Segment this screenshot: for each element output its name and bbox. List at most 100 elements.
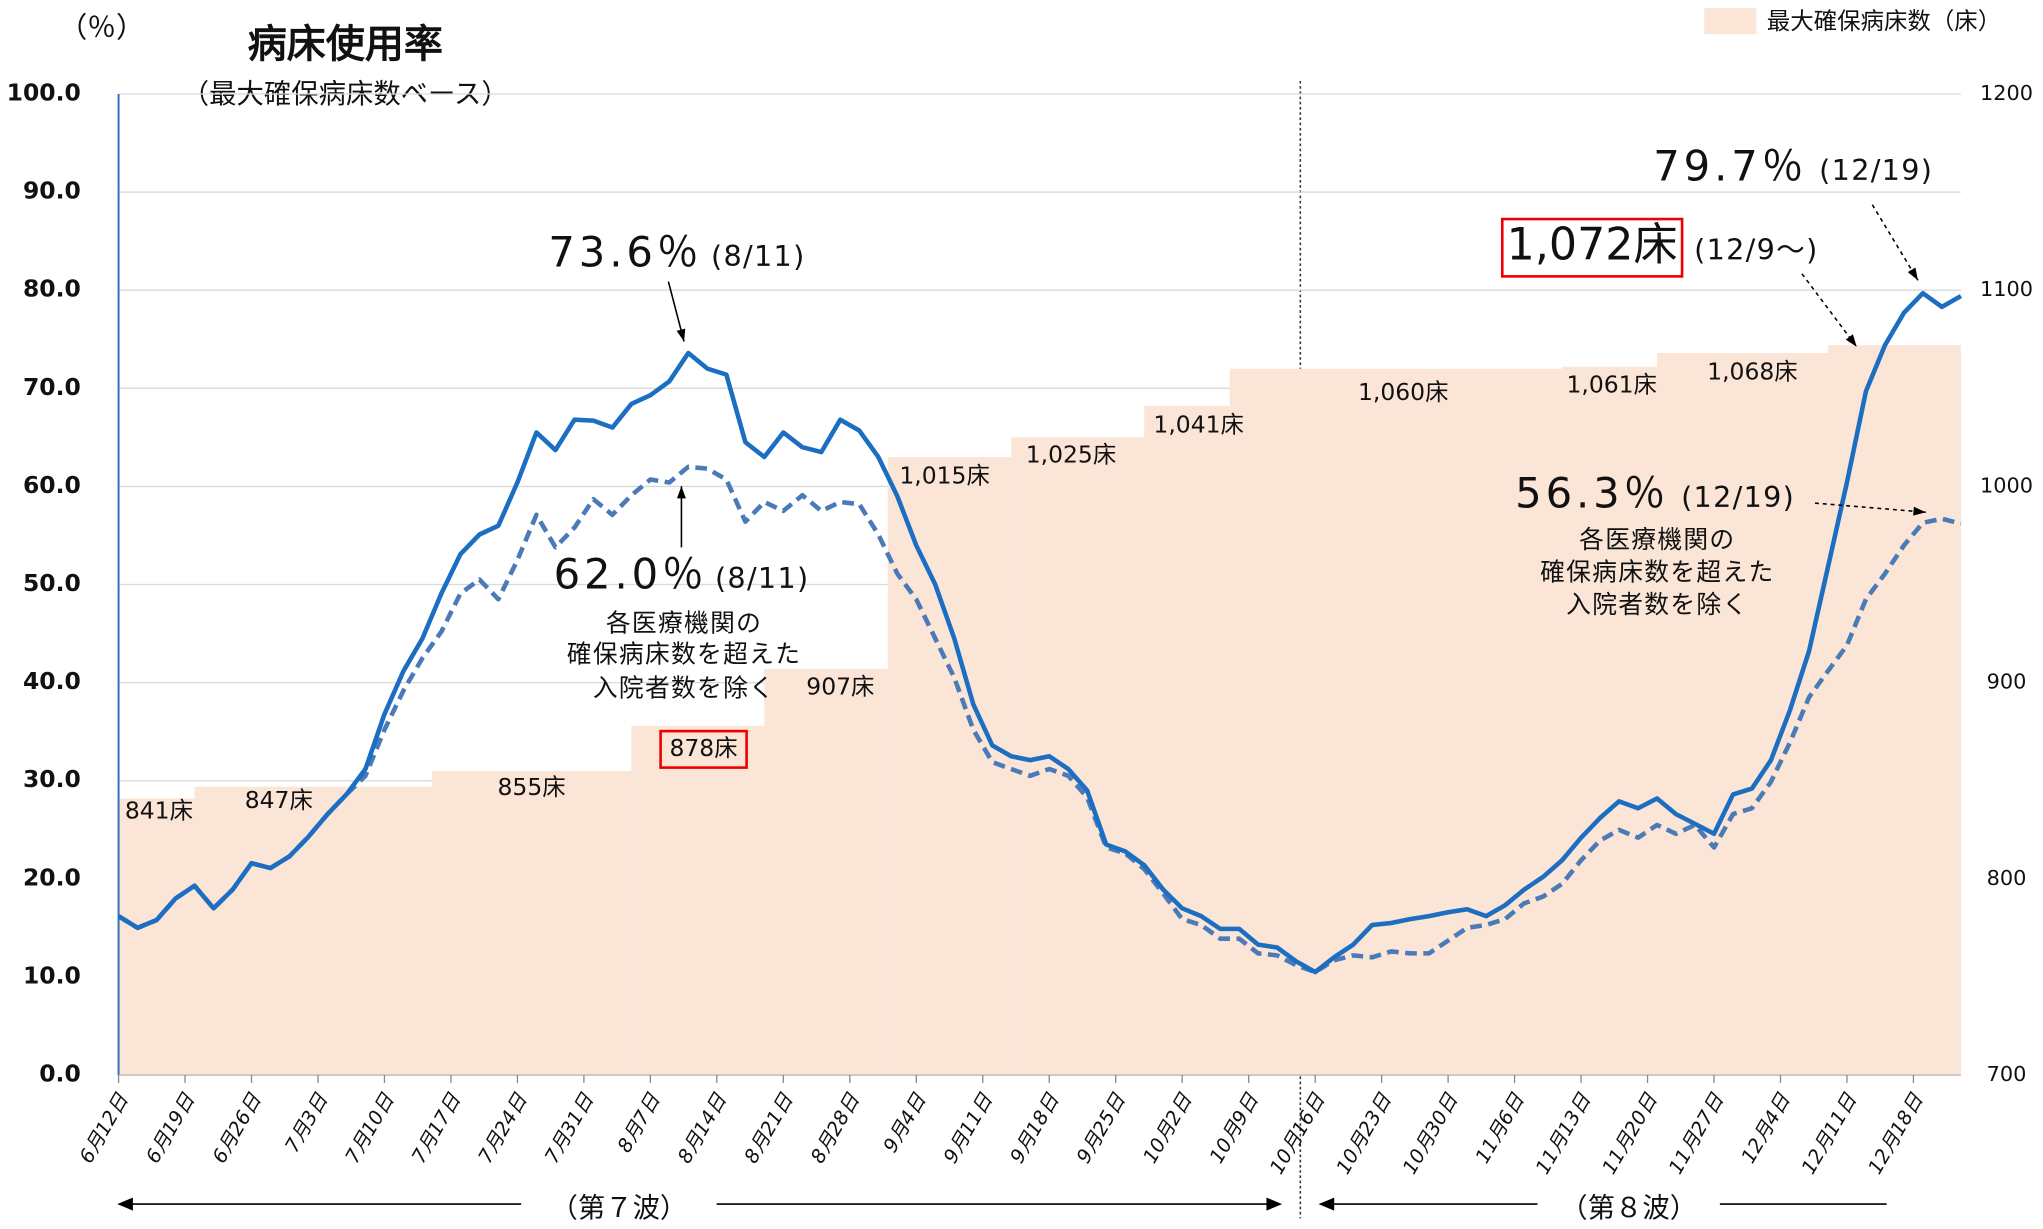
x-tick-label: 12月18日 — [1863, 1088, 1928, 1178]
annotation: 56.3％ — [1515, 469, 1669, 518]
bed-step — [631, 725, 765, 1076]
wave-label: （第７波） — [550, 1193, 687, 1224]
x-tick-label: 8月21日 — [740, 1088, 799, 1167]
bed-step — [431, 770, 632, 1076]
bed-label: 1,041床 — [1153, 411, 1244, 439]
bed-step — [887, 456, 1012, 1076]
bed-step — [118, 798, 195, 1076]
x-tick-label: 10月16日 — [1265, 1088, 1330, 1178]
label-box — [659, 729, 748, 769]
annotation: 確保病床数を超えた — [567, 640, 801, 669]
x-tick-label: 10月23日 — [1332, 1088, 1397, 1178]
x-tick-label: 6月12日 — [75, 1088, 134, 1167]
bed-step — [764, 668, 888, 1076]
x-tick-label: 9月11日 — [939, 1088, 998, 1167]
annotation: (8/11) — [711, 239, 806, 273]
annotation-arrowhead — [676, 486, 686, 499]
line — [117, 290, 1963, 975]
x-tick-label: 11月6日 — [1471, 1088, 1530, 1167]
y2-tick-label: 700 — [1987, 1062, 2027, 1086]
bed-label: 1,072床 — [1507, 220, 1678, 271]
x-tick-label: 10月2日 — [1138, 1088, 1197, 1167]
annotation: 入院者数を除く — [1566, 590, 1748, 619]
annotation: 確保病床数を超えた — [1540, 557, 1774, 586]
label-box — [1500, 217, 1684, 278]
x-tick-label: 8月7日 — [613, 1088, 666, 1156]
x-tick-label: 12月4日 — [1737, 1088, 1796, 1167]
annotation: (12/19) — [1819, 153, 1933, 187]
legend-label: 最大確保病床数（床） — [1767, 7, 2001, 35]
y2-tick-label: 1000 — [1980, 473, 2033, 497]
y-tick-label: 50.0 — [23, 569, 81, 597]
x-tick-label: 7月3日 — [280, 1088, 333, 1156]
annotation-arrow — [1871, 204, 1919, 281]
x-tick-label: 7月24日 — [474, 1088, 533, 1167]
bed-step — [1827, 345, 1961, 1076]
x-tick-label: 12月11日 — [1797, 1088, 1862, 1178]
annotation: (8/11) — [715, 561, 810, 595]
annotation: 62.0％ — [554, 549, 708, 598]
y2-tick-label: 900 — [1987, 670, 2027, 694]
bed-label: 878床 — [669, 734, 737, 762]
annotation: 各医療機関の — [1579, 525, 1735, 554]
bed-step — [1144, 405, 1230, 1076]
x-tick-label: 11月20日 — [1598, 1088, 1663, 1178]
x-tick-label: 10月30日 — [1398, 1088, 1463, 1178]
wave-arrowhead — [117, 1197, 133, 1211]
bed-label: 1,015床 — [899, 462, 990, 490]
annotation: (12/9～) — [1694, 233, 1818, 267]
x-tick-label: 6月26日 — [208, 1088, 267, 1167]
annotation-arrowhead — [676, 328, 686, 342]
bed-label: 855床 — [498, 773, 566, 801]
annotation-arrowhead — [1907, 267, 1918, 281]
annotation-arrow — [1801, 273, 1858, 348]
x-tick-label: 7月31日 — [540, 1088, 599, 1167]
wave-arrowhead — [1318, 1197, 1335, 1211]
bed-step — [1657, 352, 1828, 1076]
y-axis-unit: （％） — [59, 10, 145, 44]
y-tick-label: 70.0 — [23, 373, 81, 401]
x-tick-label: 7月17日 — [407, 1088, 466, 1167]
x-tick-label: 11月13日 — [1531, 1088, 1596, 1178]
line — [117, 464, 1962, 975]
y-tick-label: 80.0 — [23, 275, 81, 303]
y-tick-label: 10.0 — [23, 961, 81, 989]
x-tick-label: 9月25日 — [1072, 1088, 1131, 1167]
bed-label: 841床 — [125, 796, 193, 824]
annotation: 73.6％ — [548, 228, 702, 277]
bed-label: 907床 — [806, 673, 874, 701]
y2-tick-label: 1100 — [1980, 277, 2033, 301]
annotation-arrowhead — [1845, 334, 1857, 347]
bed-step — [194, 786, 432, 1076]
annotation: 79.7％ — [1653, 142, 1807, 191]
legend-swatch — [1704, 7, 1757, 35]
annotation-arrow — [1814, 502, 1926, 513]
bed-label: 847床 — [245, 786, 313, 814]
y-tick-label: 20.0 — [23, 863, 81, 891]
annotation: 入院者数を除く — [593, 673, 775, 702]
x-tick-label: 10月9日 — [1205, 1088, 1264, 1167]
x-tick-label: 11月27日 — [1664, 1088, 1729, 1178]
annotation: 各医療機関の — [606, 608, 762, 637]
y2-tick-label: 800 — [1987, 866, 2027, 890]
y2-tick-label: 1200 — [1980, 81, 2033, 105]
x-tick-label: 7月10日 — [341, 1088, 400, 1167]
x-tick-label: 6月19日 — [141, 1088, 200, 1167]
y-tick-label: 90.0 — [23, 177, 81, 205]
y-tick-label: 60.0 — [23, 471, 81, 499]
bed-label: 1,068床 — [1707, 357, 1798, 385]
x-tick-label: 9月18日 — [1005, 1088, 1064, 1167]
y-tick-label: 0.0 — [39, 1060, 81, 1088]
x-tick-label: 8月14日 — [673, 1088, 732, 1167]
bed-step — [1562, 366, 1658, 1076]
x-tick-label: 8月28日 — [806, 1088, 865, 1167]
wave-label: （第８波） — [1560, 1193, 1697, 1224]
y-tick-label: 30.0 — [23, 765, 81, 793]
bed-label: 1,060床 — [1358, 378, 1449, 406]
annotation: (12/19) — [1681, 480, 1795, 514]
bed-label: 1,025床 — [1026, 441, 1117, 469]
wave-arrowhead — [1266, 1197, 1283, 1211]
chart-title: 病床使用率 — [248, 23, 443, 68]
bed-step — [1229, 368, 1563, 1076]
bed-label: 1,061床 — [1566, 370, 1657, 398]
